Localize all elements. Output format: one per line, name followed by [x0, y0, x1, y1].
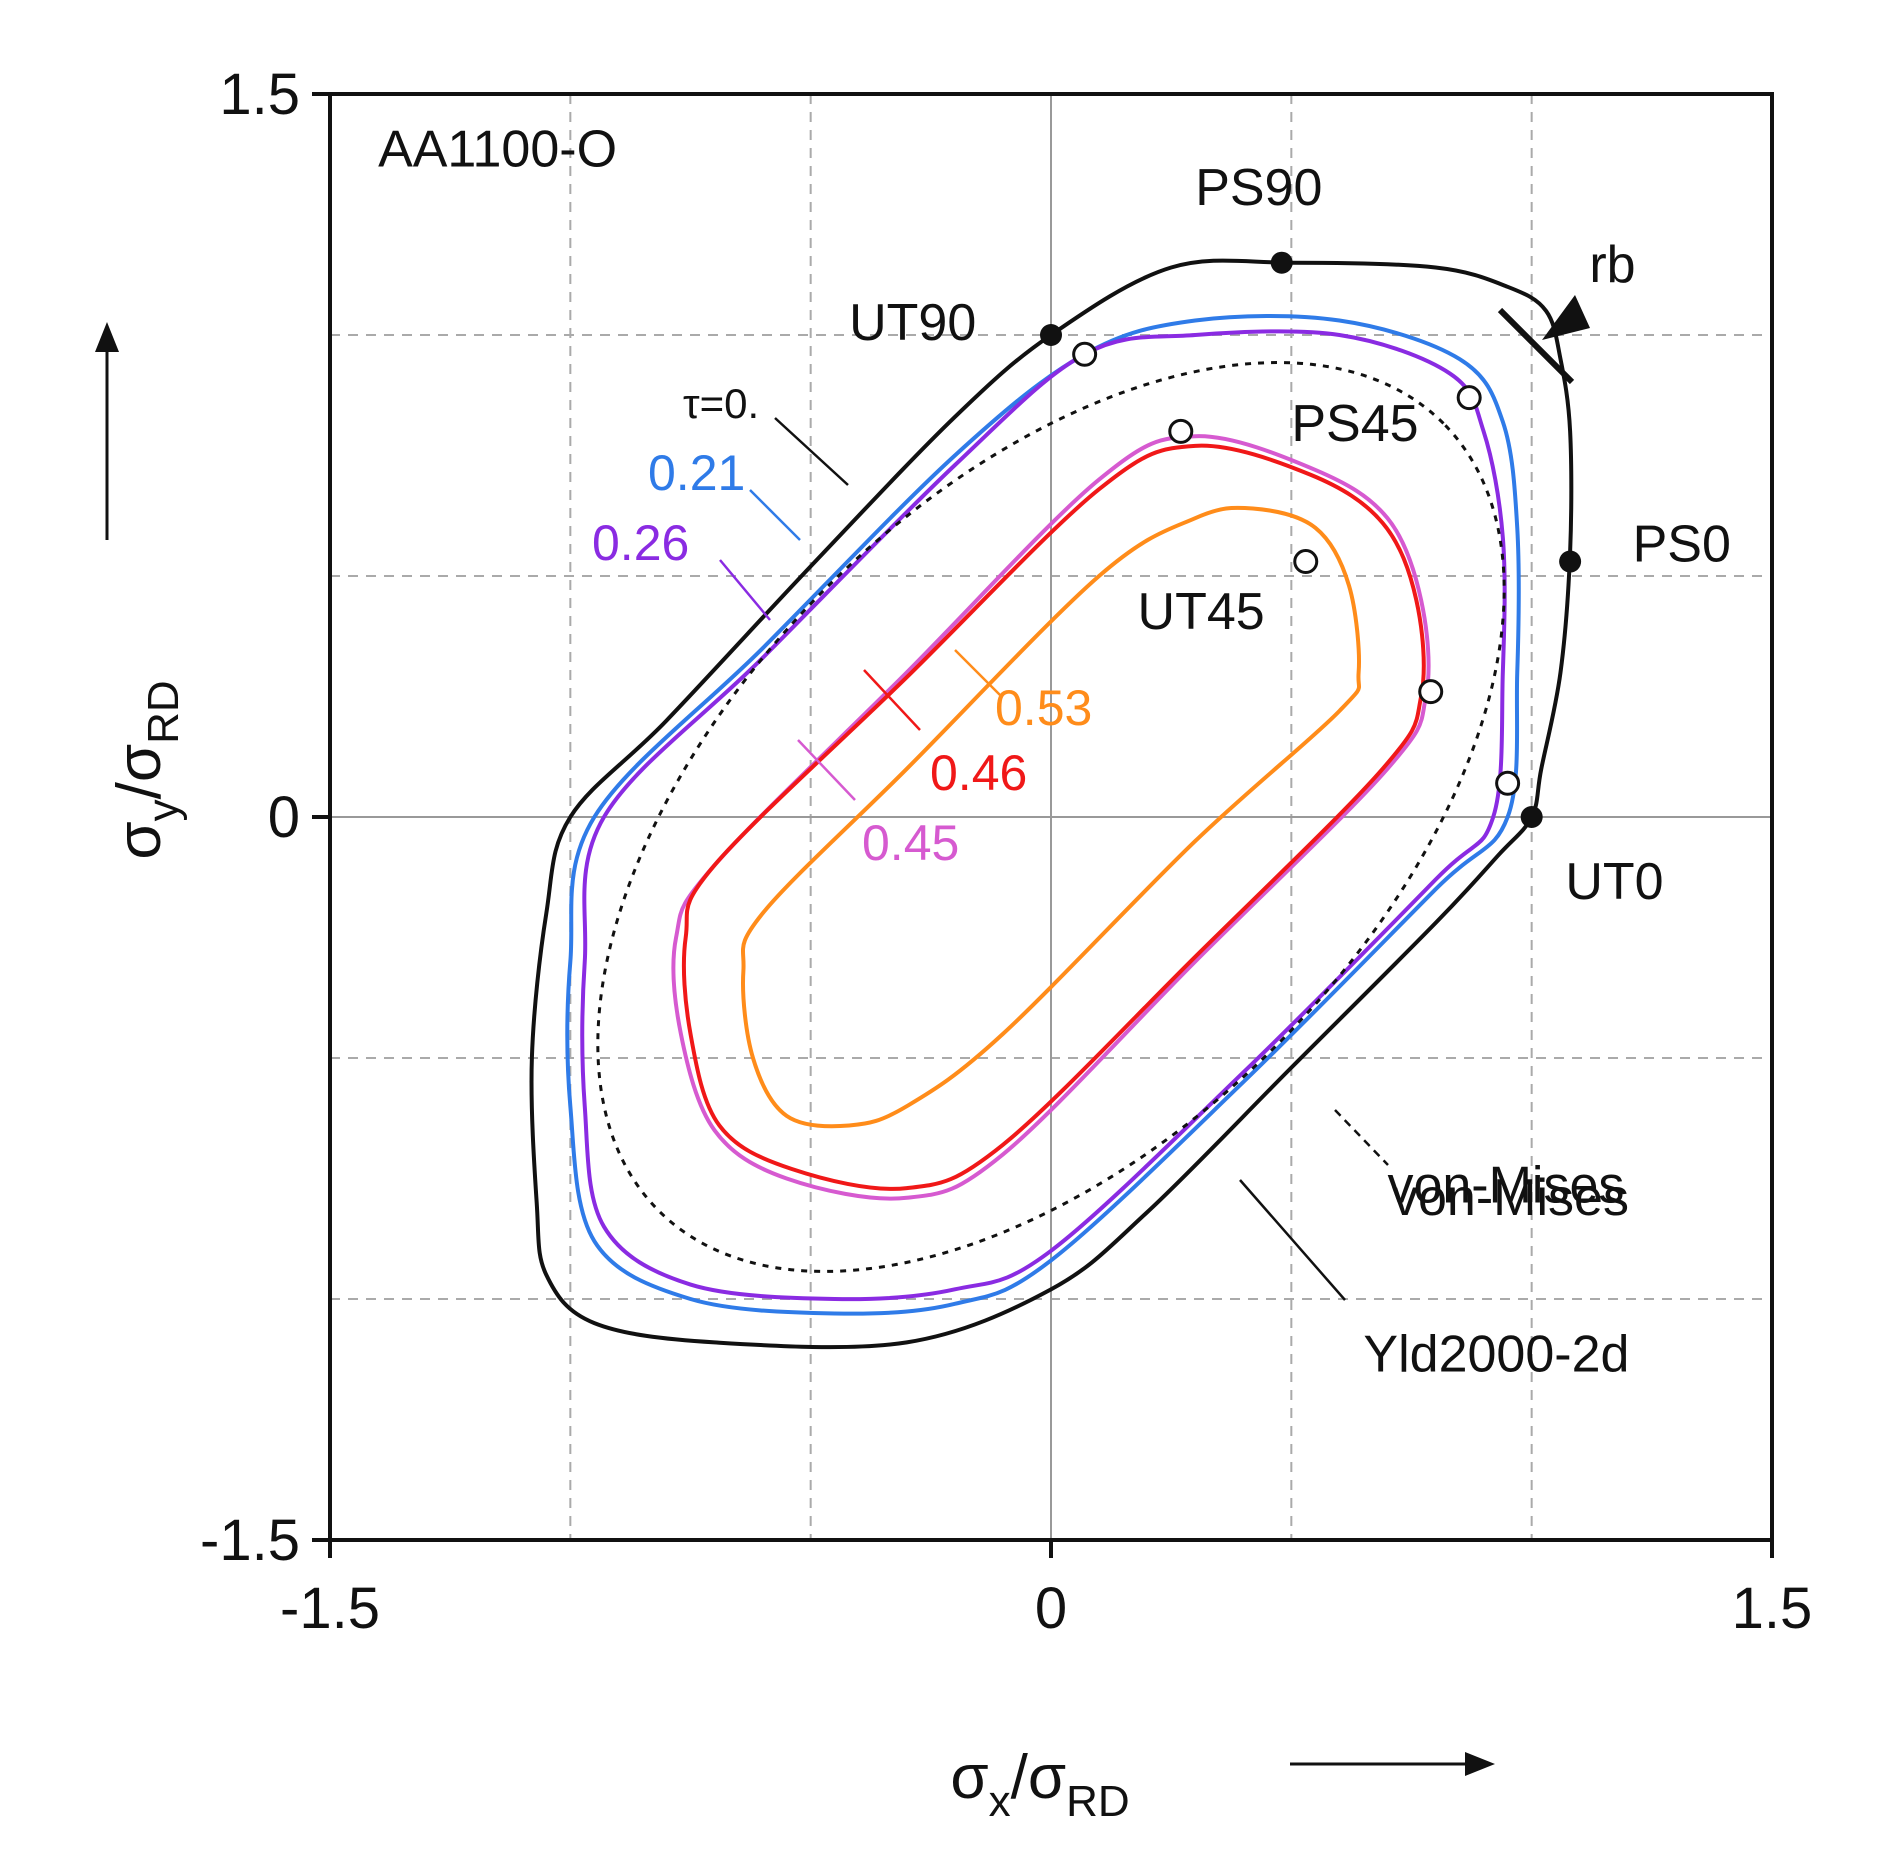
leader-von-mises — [1334, 1109, 1389, 1166]
ticks-layer: -1.5 0 1.5 1.5 0 -1.5 — [200, 62, 1812, 1641]
annotation-von-mises: von-Mises — [1387, 1157, 1624, 1215]
filled-point-UT0 — [1520, 806, 1543, 828]
x-axis-title-mid: /σ — [1011, 1743, 1067, 1812]
annotation-ut90: UT90 — [849, 294, 976, 352]
open-point — [1072, 341, 1098, 367]
x-axis-title: σx/σRD — [950, 1743, 1129, 1826]
series-curve-4 — [681, 443, 1426, 1191]
open-point — [1418, 679, 1444, 705]
open-point — [1293, 549, 1319, 575]
filled-point-PS90 — [1270, 251, 1293, 274]
y-axis-arrow-icon — [95, 322, 119, 540]
rb-tangent-line — [1497, 307, 1575, 385]
leader-lines — [719, 307, 1575, 1301]
annotations: AA1100-O PS90 rb UT90 PS45 PS0 UT45 UT0 von-Mise… — [378, 120, 1731, 1383]
filled-point-UT90 — [1040, 324, 1062, 346]
y-tick-label: 1.5 — [219, 62, 300, 127]
annotation-ps45: PS45 — [1291, 395, 1418, 453]
leader-0-45 — [797, 739, 856, 801]
filled-point-PS0 — [1559, 550, 1582, 573]
series-label-0-45: 0.45 — [862, 815, 959, 871]
y-axis-title-main: σ — [105, 821, 174, 859]
series-curve-1 — [565, 314, 1521, 1316]
open-point — [1456, 385, 1482, 411]
annotation-ps0: PS0 — [1633, 516, 1731, 574]
x-axis-title-main: σ — [950, 1743, 988, 1812]
y-axis-title-sub2: RD — [139, 680, 188, 744]
x-tick-label: 0 — [1035, 1576, 1067, 1641]
y-tick-label: 0 — [268, 785, 300, 850]
annotation-ut45: UT45 — [1138, 583, 1265, 641]
series-curve-5 — [741, 505, 1361, 1129]
series-curve-3 — [671, 434, 1431, 1201]
annotation-ut0: UT0 — [1565, 853, 1663, 911]
leader-tau0 — [774, 417, 849, 486]
x-axis-title-sub2: RD — [1066, 1777, 1130, 1826]
annotation-aa1100-o: AA1100-O — [378, 120, 617, 178]
x-tick-label: -1.5 — [280, 1576, 380, 1641]
annotation-yld2000-2d: Yld2000-2d — [1363, 1325, 1629, 1383]
rb-arrow-icon — [1542, 295, 1590, 340]
series-label-0-53: 0.53 — [995, 680, 1092, 736]
y-axis-title-sub1: y — [139, 799, 188, 821]
series-curve-6 — [596, 361, 1506, 1273]
leader-0-46 — [863, 669, 921, 731]
leader-0-21 — [749, 489, 801, 541]
leader-0-53 — [954, 649, 1001, 696]
series-label-von-mises: von-Mises — [1392, 1169, 1629, 1227]
open-point — [1495, 770, 1521, 796]
annotation-ps90: PS90 — [1195, 159, 1322, 217]
y-axis-title-mid: /σ — [105, 744, 174, 800]
series-labels: τ=0. 0.21 0.26 0.45 0.46 0.53 von-Mises — [592, 380, 1629, 1227]
leader-yld2000 — [1239, 1179, 1346, 1301]
series-label-0-26: 0.26 — [592, 515, 689, 571]
series-curve-0 — [529, 258, 1574, 1350]
annotation-rb: rb — [1589, 236, 1635, 294]
x-axis-title-sub1: x — [989, 1777, 1011, 1826]
series-label-tau0: τ=0. — [683, 380, 759, 427]
points-layer — [1040, 251, 1582, 828]
x-axis-arrow-icon — [1290, 1752, 1495, 1776]
open-point — [1168, 418, 1194, 444]
y-tick-label: -1.5 — [200, 1508, 300, 1573]
series-label-0-46: 0.46 — [930, 745, 1027, 801]
y-axis-title: σy/σRD — [105, 680, 188, 859]
series-label-0-21: 0.21 — [648, 445, 745, 501]
leader-0-26 — [719, 559, 771, 621]
x-tick-label: 1.5 — [1732, 1576, 1813, 1641]
